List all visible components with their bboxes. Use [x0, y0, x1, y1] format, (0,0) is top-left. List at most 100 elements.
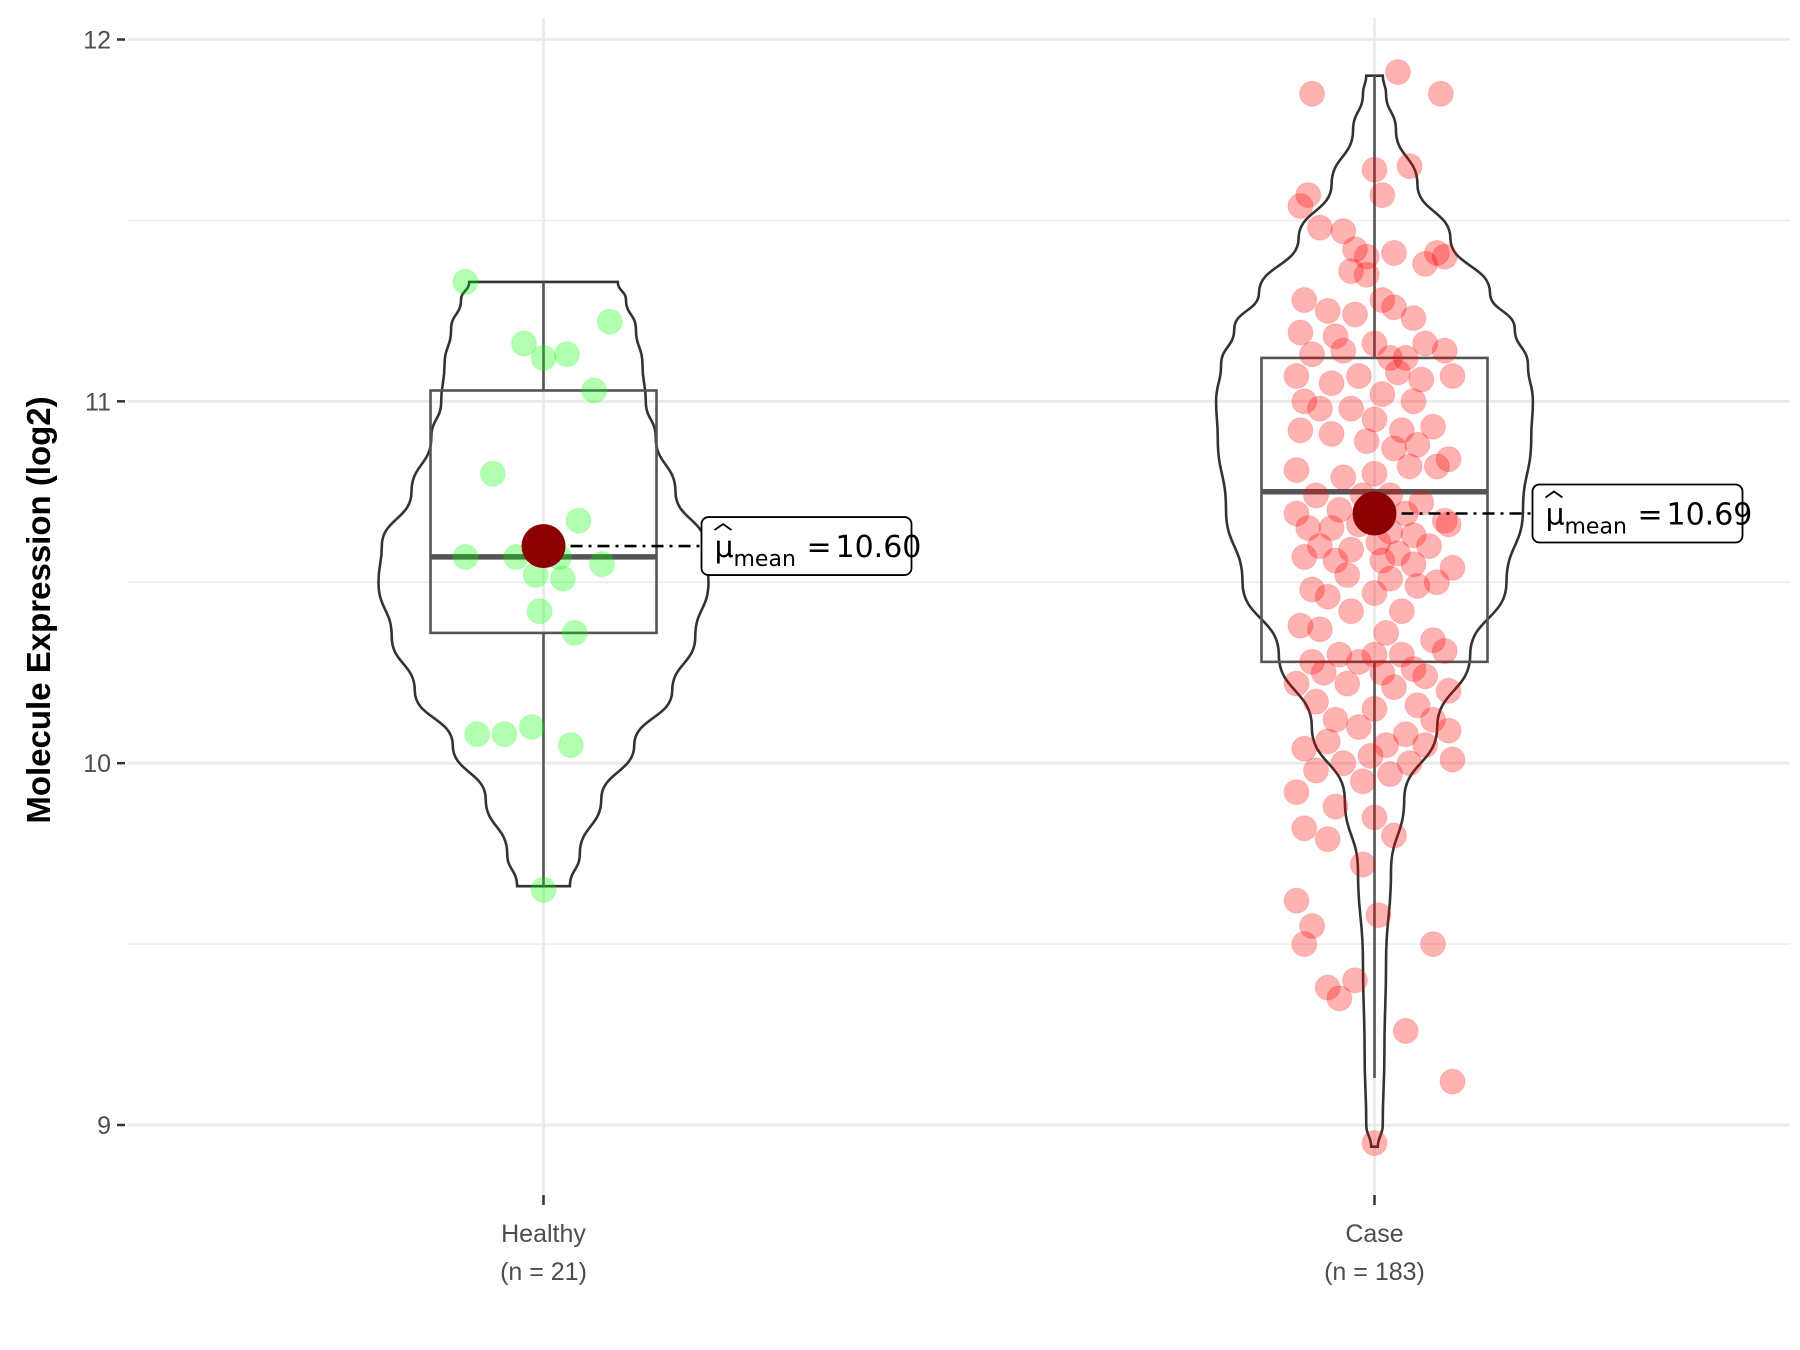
data-point — [1345, 648, 1372, 675]
data-point — [1373, 732, 1400, 759]
data-point — [1396, 153, 1423, 180]
data-point — [1330, 750, 1357, 777]
data-point — [561, 619, 588, 646]
data-point — [1361, 580, 1388, 607]
violin-outline — [377, 280, 710, 888]
data-point — [1384, 540, 1411, 567]
mean-marker — [1352, 491, 1397, 536]
data-point — [1338, 536, 1365, 563]
data-point — [1420, 931, 1446, 958]
data-point — [1291, 388, 1318, 415]
data-point — [1334, 670, 1361, 697]
data-point — [530, 876, 557, 903]
data-point — [1314, 583, 1341, 610]
violin-outline — [1214, 74, 1535, 1149]
data-point — [1299, 341, 1326, 368]
data-point — [1392, 1017, 1419, 1044]
data-point — [1342, 236, 1368, 263]
groups-layer: μ mean = 10.60μ mean = 10.69 — [377, 59, 1753, 1157]
data-point — [1287, 192, 1314, 219]
data-point — [1369, 182, 1396, 209]
data-point — [1334, 562, 1361, 589]
data-point — [1404, 692, 1431, 719]
data-point — [1412, 732, 1439, 759]
mean-value: 10.60 — [836, 530, 922, 565]
data-point — [1435, 446, 1462, 473]
group-healthy: μ mean = 10.60 — [377, 268, 922, 903]
data-point — [1435, 511, 1462, 538]
data-point — [1299, 576, 1326, 603]
data-point — [1377, 344, 1404, 371]
y-tick-label: 9 — [97, 1112, 111, 1140]
data-point — [1427, 80, 1454, 107]
mean-subscript: mean — [1565, 515, 1627, 540]
data-point — [1435, 677, 1462, 704]
data-point — [1322, 706, 1349, 733]
data-point — [1299, 912, 1326, 939]
box-iqr — [429, 389, 658, 635]
data-point — [479, 460, 506, 487]
data-point — [1423, 453, 1450, 480]
data-point — [1431, 337, 1458, 364]
data-point — [1400, 522, 1427, 549]
data-point — [1326, 641, 1353, 668]
data-point — [1349, 768, 1376, 795]
data-point — [557, 732, 584, 759]
data-point — [1291, 735, 1318, 762]
data-point — [1295, 514, 1322, 541]
data-point — [1361, 156, 1388, 183]
mean-label-box — [1531, 483, 1744, 544]
data-point — [1357, 742, 1384, 769]
data-point — [1345, 713, 1372, 740]
data-point — [1384, 59, 1411, 86]
data-point — [1369, 659, 1396, 686]
data-point — [1400, 305, 1427, 332]
data-point — [1291, 815, 1318, 842]
mean-marker — [521, 524, 566, 569]
data-point — [526, 598, 553, 625]
data-point — [1396, 750, 1423, 777]
data-point — [581, 377, 608, 404]
data-point — [1388, 417, 1415, 444]
data-point — [1353, 243, 1380, 270]
data-point — [1330, 464, 1357, 491]
data-point — [1384, 359, 1411, 386]
data-point — [1381, 435, 1407, 462]
y-tick-label: 11 — [85, 388, 111, 416]
data-point — [1295, 182, 1322, 209]
data-point — [1322, 547, 1349, 574]
data-point — [530, 344, 557, 371]
data-point — [1361, 406, 1388, 433]
data-point — [1431, 243, 1458, 270]
mean-label-box — [700, 516, 913, 576]
data-point — [1283, 779, 1310, 806]
data-point — [1322, 793, 1349, 820]
data-point — [589, 551, 615, 578]
data-point — [1381, 294, 1407, 321]
data-point — [1291, 287, 1318, 314]
data-point — [1353, 261, 1380, 288]
data-point — [1291, 931, 1318, 958]
mean-hat-icon — [713, 522, 733, 531]
data-point — [1342, 967, 1368, 994]
data-point — [1412, 663, 1439, 690]
data-point — [565, 507, 592, 534]
data-point — [1435, 717, 1462, 744]
data-point — [1423, 239, 1450, 266]
mean-value: 10.69 — [1667, 498, 1753, 533]
data-point — [452, 268, 479, 295]
data-point — [1408, 489, 1435, 516]
data-point — [1318, 420, 1345, 447]
data-point — [1439, 363, 1466, 390]
data-point — [1310, 659, 1337, 686]
data-point — [1381, 239, 1407, 266]
data-point — [1306, 533, 1333, 560]
data-point — [1400, 551, 1427, 578]
x-tick-label: Case — [1345, 1220, 1403, 1248]
data-point — [1287, 612, 1314, 639]
data-point — [1369, 287, 1396, 314]
data-point — [1338, 598, 1365, 625]
mean-equals: = — [807, 530, 832, 565]
data-point — [1404, 431, 1431, 458]
